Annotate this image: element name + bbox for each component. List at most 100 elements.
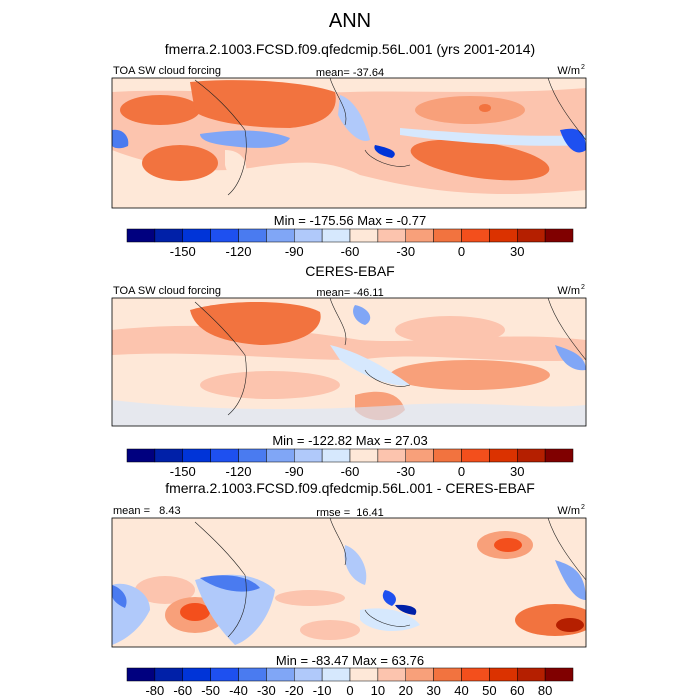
contour: [400, 128, 586, 146]
colorbar-box: [182, 228, 211, 243]
colorbar-tick-label: 0: [346, 683, 353, 698]
colorbar-box: [294, 667, 323, 682]
panel3-frame: [111, 517, 587, 648]
colorbar-tick-label: -120: [225, 244, 251, 259]
colorbar-box: [154, 667, 183, 682]
contour: [195, 574, 275, 645]
panel1-minmax: Min = -175.56 Max = -0.77: [274, 213, 426, 228]
contour: [112, 129, 129, 149]
contour: [275, 590, 345, 606]
colorbar-tick-label: -60: [173, 683, 192, 698]
colorbar-box: [489, 228, 518, 243]
colorbar-tick-label: 30: [510, 464, 524, 479]
colorbar-tick-label: 10: [371, 683, 385, 698]
colorbar-box: [210, 228, 239, 243]
colorbar-tick-label: -10: [313, 683, 332, 698]
contour: [200, 575, 260, 592]
contour: [360, 608, 420, 632]
contour: [479, 104, 491, 112]
panel2-units: W/m: [557, 285, 580, 297]
colorbar-tick-label: -60: [341, 244, 360, 259]
colorbar-box: [544, 448, 574, 463]
contour: [338, 95, 370, 141]
colorbar-tick-label: -80: [145, 683, 164, 698]
colorbar-tick-label: -150: [170, 244, 196, 259]
colorbar-tick-label: 40: [454, 683, 468, 698]
colorbar-box: [433, 667, 462, 682]
panel3-minmax: Min = -83.47 Max = 63.76: [276, 653, 424, 668]
colorbar-box: [210, 448, 239, 463]
colorbar-box: [126, 228, 156, 243]
contour: [515, 604, 586, 636]
colorbar-box: [182, 448, 211, 463]
contour: [300, 620, 360, 640]
colorbar-box: [210, 667, 239, 682]
panel1-units-sup: 2: [581, 64, 585, 71]
colorbar-tick-label: 50: [482, 683, 496, 698]
contour: [112, 78, 586, 93]
contour: [556, 618, 584, 632]
panel2-mean-label: mean= -46.11: [316, 287, 383, 299]
panel2-units-sup: 2: [581, 284, 585, 291]
contour: [390, 360, 550, 390]
contour: [560, 128, 586, 153]
colorbar-tick-label: 30: [426, 683, 440, 698]
colorbar-box: [433, 228, 462, 243]
contour: [190, 301, 321, 345]
colorbar-box: [238, 448, 267, 463]
figure-title: ANN: [329, 10, 371, 32]
colorbar-box: [238, 667, 267, 682]
contour: [112, 585, 127, 608]
panel1-mean-label: mean= -37.64: [316, 67, 384, 79]
panel1-title: fmerra.2.1003.FCSD.f09.qfedcmip.56L.001 …: [165, 41, 535, 57]
panel3-title: fmerra.2.1003.FCSD.f09.qfedcmip.56L.001 …: [165, 480, 535, 496]
colorbar-box: [266, 448, 295, 463]
panel2-map: [112, 298, 586, 426]
colorbar-box: [294, 448, 323, 463]
colorbar-box: [349, 448, 379, 463]
colorbar-box: [126, 667, 156, 682]
colorbar-box: [544, 228, 574, 243]
contour: [142, 145, 218, 181]
colorbar-tick-label: -90: [285, 244, 304, 259]
colorbar-box: [405, 667, 434, 682]
panel1-left-label: TOA SW cloud forcing: [113, 65, 221, 77]
colorbar-box: [154, 228, 183, 243]
colorbar-tick-label: -40: [229, 683, 248, 698]
colorbar-box: [294, 228, 323, 243]
contour: [330, 345, 410, 386]
panel1-units: W/m: [557, 65, 580, 77]
panel3-colorbar: -80 -60 -50 -40 -30 -20 -10 0 10 20 30 40 50 60 80: [126, 667, 574, 698]
colorbar-box: [154, 448, 183, 463]
panel3-rmse-label: rmse = 16.41: [316, 507, 384, 519]
colorbar-box: [433, 448, 462, 463]
panel2-minmax: Min = -122.82 Max = 27.03: [272, 433, 427, 448]
contour: [112, 400, 586, 426]
colorbar-box: [489, 448, 518, 463]
panel2-title: CERES-EBAF: [305, 263, 394, 279]
contour: [180, 603, 210, 621]
contour: [395, 604, 417, 615]
panel2-colorbar: -150 -120 -90 -60 -30 0 30: [126, 448, 574, 479]
contour: [410, 139, 550, 181]
colorbar-tick-label: 60: [510, 683, 524, 698]
colorbar-box: [405, 448, 434, 463]
colorbar-tick-label: -150: [170, 464, 196, 479]
contour: [555, 345, 586, 371]
colorbar-tick-label: 80: [538, 683, 552, 698]
panel1-colorbar: -150 -120 -90 -60 -30 0 30: [126, 228, 574, 259]
colorbar-box: [517, 448, 546, 463]
colorbar-box: [461, 667, 490, 682]
contour: [494, 538, 522, 552]
panel3-mean-label: mean = 8.43: [113, 505, 181, 517]
colorbar-tick-label: -90: [285, 464, 304, 479]
colorbar-tick-label: -120: [225, 464, 251, 479]
panel3-units: W/m: [557, 505, 580, 517]
contour: [120, 95, 200, 125]
colorbar-box: [405, 228, 434, 243]
colorbar-box: [461, 448, 490, 463]
colorbar-tick-label: -20: [285, 683, 304, 698]
colorbar-box: [266, 667, 295, 682]
colorbar-box: [126, 448, 156, 463]
